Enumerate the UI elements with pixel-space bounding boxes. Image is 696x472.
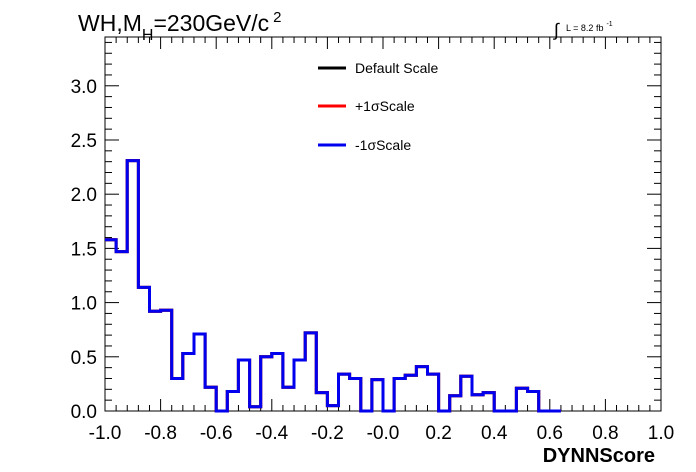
x-tick-label: 0.2 (425, 423, 451, 444)
series-layer (105, 159, 561, 413)
x-tick-label: -0.4 (255, 423, 288, 444)
y-tick-labels: 0.0 0.5 1.0 1.5 2.0 2.5 3.0 (71, 77, 97, 423)
legend: Default Scale +1σScale -1σScale (318, 60, 438, 153)
y-tick-label: 3.0 (71, 77, 97, 98)
y-tick-label: 1.0 (71, 294, 97, 315)
lumi-label: L = 8.2 fb -1 (566, 21, 613, 33)
axis-ticks (104, 37, 662, 412)
legend-label-plus1sigma: +1σScale (355, 98, 415, 114)
x-tick-label: 0.4 (481, 423, 508, 444)
x-tick-label: 0.8 (592, 423, 618, 444)
series-line-2 (105, 159, 561, 413)
x-tick-label: -0.2 (311, 423, 344, 444)
x-tick-label: -0.6 (200, 423, 233, 444)
x-tick-label: -1.0 (89, 423, 122, 444)
x-tick-label: 0.6 (537, 423, 563, 444)
y-tick-label: 0.5 (71, 348, 97, 369)
y-tick-label: 1.5 (71, 239, 97, 260)
x-tick-label: -0.8 (144, 423, 177, 444)
y-tick-label: 0.0 (71, 402, 97, 423)
lumi-integral-icon: ∫ (552, 20, 560, 40)
legend-label-default: Default Scale (355, 60, 438, 76)
legend-label-minus1sigma: -1σScale (355, 137, 411, 153)
x-axis-label: DYNNScore (543, 445, 655, 467)
x-tick-label: 1.0 (648, 423, 674, 444)
y-tick-label: 2.5 (71, 131, 97, 152)
x-tick-label: -0.0 (367, 423, 400, 444)
y-tick-label: 2.0 (71, 185, 97, 206)
chart-title: WH,MH=230GeV/c 2 (78, 9, 282, 44)
x-tick-labels: -1.0 -0.8 -0.6 -0.4 -0.2 -0.0 0.2 0.4 0.6 0.8 1.0 (89, 423, 675, 444)
